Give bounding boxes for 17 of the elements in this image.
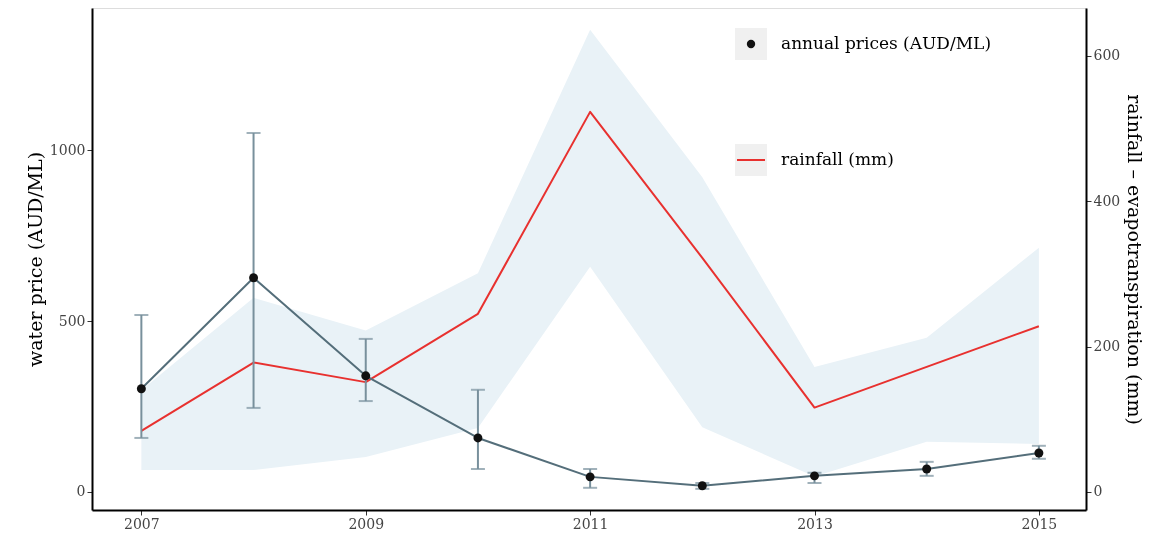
y-tick-label: 0 [76, 483, 86, 500]
y2-axis-title: rainfall – evapotranspiration (mm) [1124, 94, 1147, 425]
y2-tick-label: 200 [1093, 338, 1121, 355]
x-tick-label: 2015 [1021, 515, 1058, 532]
y2-tick-label: 400 [1093, 192, 1121, 209]
y2-tick-label: 600 [1093, 47, 1121, 64]
x-tick-label: 2009 [348, 515, 385, 532]
y-axis-title: water price (AUD/ML) [23, 151, 46, 368]
x-tick-label: 2007 [124, 515, 160, 532]
legend-label: annual prices (AUD/ML) [781, 33, 992, 53]
line-series [140, 110, 1040, 432]
y-tick-label: 500 [58, 312, 86, 329]
y2-tick-label: 0 [1093, 483, 1103, 500]
legend-label: rainfall (mm) [781, 149, 894, 169]
x-tick-label: 2013 [797, 515, 833, 532]
x-tick-label: 2011 [572, 515, 609, 532]
y-tick-label: 1000 [49, 141, 86, 158]
